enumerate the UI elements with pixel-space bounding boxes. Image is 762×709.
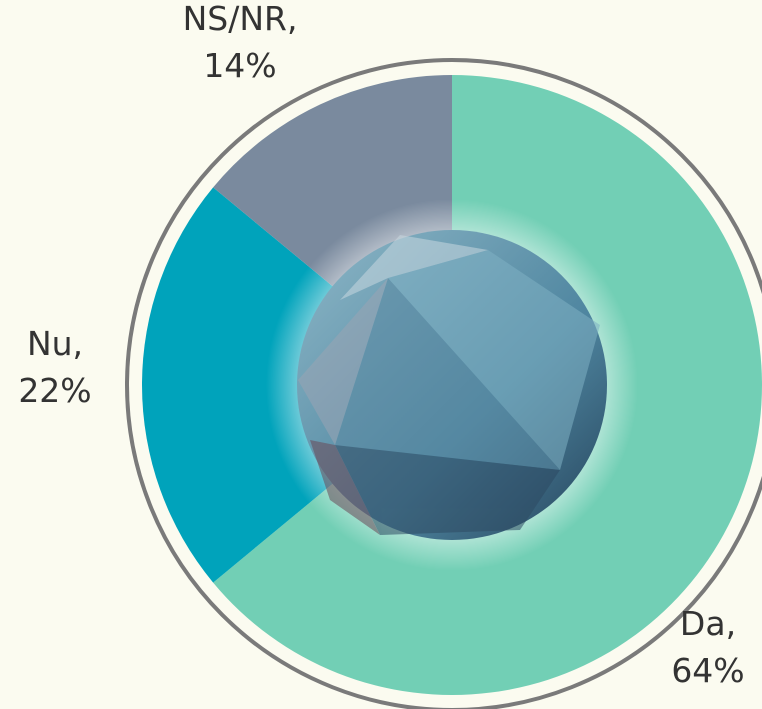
slice-label: Nu, bbox=[27, 324, 83, 363]
category-name: Nu bbox=[27, 324, 73, 363]
value-label: 14% bbox=[203, 46, 276, 85]
slice-label: NS/NR, bbox=[183, 0, 298, 38]
value-label: 64% bbox=[671, 651, 744, 690]
slice-label: Da, bbox=[680, 604, 736, 643]
separator: , bbox=[726, 604, 737, 643]
chart: Da, 64% Nu, 22% NS/NR, 14% bbox=[0, 0, 762, 709]
separator: , bbox=[73, 324, 84, 363]
value-label: 22% bbox=[18, 371, 91, 410]
category-name: NS/NR bbox=[183, 0, 287, 38]
separator: , bbox=[287, 0, 298, 38]
category-name: Da bbox=[680, 604, 726, 643]
